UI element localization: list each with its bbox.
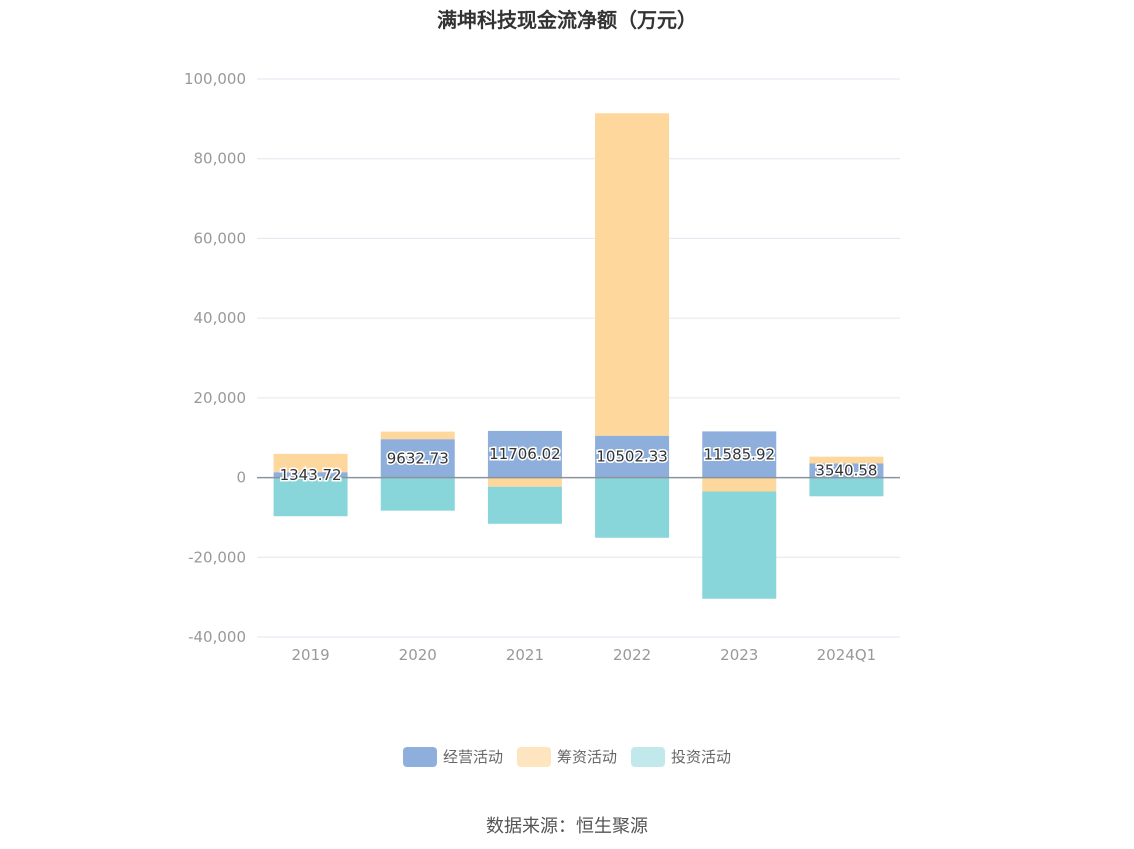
x-tick-label: 2019 <box>291 646 329 664</box>
legend-item-financing[interactable]: 筹资活动 <box>516 746 617 767</box>
legend-swatch-financing <box>516 746 551 767</box>
legend-item-operating[interactable]: 经营活动 <box>402 746 503 767</box>
y-tick-label: 20,000 <box>194 389 247 407</box>
bar-operating <box>487 430 562 478</box>
legend-item-investing[interactable]: 投资活动 <box>631 746 731 767</box>
bar-investing <box>273 477 348 517</box>
labels-layer: 1343.72 9632.73 11706.02 10502.33 11585.92 35… <box>278 444 879 486</box>
bar-investing <box>702 491 777 599</box>
x-tick-label: 2023 <box>720 646 758 664</box>
data-label: 11585.92 <box>703 445 775 463</box>
source-note: 数据来源：恒生聚源 <box>486 816 648 837</box>
bar-operating <box>595 435 670 478</box>
x-tick-label: 2022 <box>613 646 651 664</box>
legend-label-financing: 筹资活动 <box>556 748 617 766</box>
grid-layer <box>257 78 900 638</box>
data-label: 3540.58 <box>815 462 877 480</box>
bar-financing <box>702 477 777 492</box>
bars-layer <box>273 113 884 599</box>
x-tick-label: 2020 <box>399 646 437 664</box>
bar-operating <box>273 472 348 478</box>
y-tick-label: 0 <box>236 469 246 487</box>
legend: 经营活动 筹资活动 投资活动 <box>0 746 1134 767</box>
y-tick-label: -40,000 <box>188 628 246 646</box>
y-tick-label: 40,000 <box>194 309 247 327</box>
y-tick-label: 100,000 <box>184 70 246 88</box>
bar-financing <box>273 453 348 473</box>
y-tick-label: 60,000 <box>194 229 247 247</box>
bar-financing <box>809 456 884 464</box>
data-label: 11706.02 <box>489 445 561 463</box>
data-label: 1343.72 <box>280 466 342 484</box>
bar-financing <box>380 431 455 440</box>
legend-label-investing: 投资活动 <box>671 748 732 766</box>
chart-title: 满坤科技现金流净额（万元） <box>437 8 697 32</box>
data-label: 9632.73 <box>387 449 449 467</box>
bar-financing <box>487 477 562 487</box>
bar-investing <box>809 477 884 497</box>
y-tick-label: 80,000 <box>194 150 247 168</box>
bar-operating <box>702 431 777 478</box>
bar-financing <box>595 113 670 436</box>
bar-operating <box>380 439 455 478</box>
data-label: 10502.33 <box>596 448 668 466</box>
x-tick-label: 2024Q1 <box>817 646 877 664</box>
bar-investing <box>487 486 562 524</box>
legend-label-operating: 经营活动 <box>442 748 503 766</box>
y-tick-label: -20,000 <box>188 548 246 566</box>
x-tick-label: 2021 <box>506 646 544 664</box>
axis-layer: 100,000 80,000 60,000 40,000 20,000 0 -20,000 -… <box>184 70 900 664</box>
legend-swatch-investing <box>631 746 665 767</box>
bar-operating <box>809 463 884 478</box>
legend-swatch-operating <box>402 746 437 767</box>
bar-investing <box>595 477 670 538</box>
bar-investing <box>380 477 455 511</box>
